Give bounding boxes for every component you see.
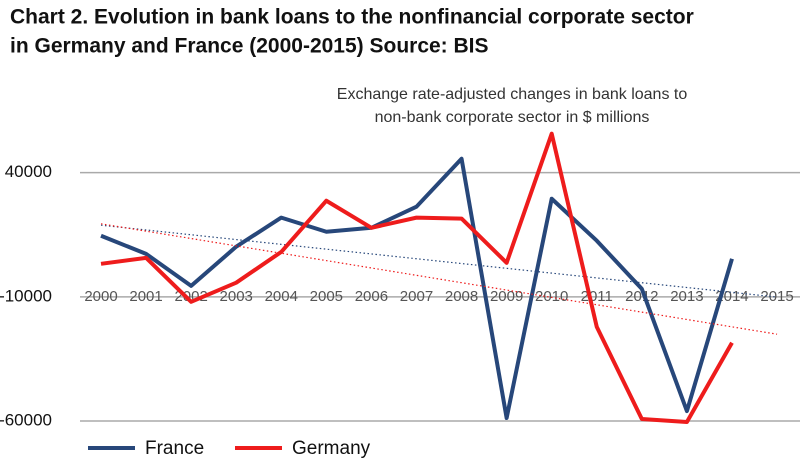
- x-tick-label: 2009: [490, 288, 523, 305]
- x-tick-label: 2008: [445, 288, 478, 305]
- x-tick-label: 2015: [760, 288, 793, 305]
- chart-title: Chart 2. Evolution in bank loans to the …: [10, 6, 694, 29]
- chart-title: in Germany and France (2000-2015) Source…: [10, 35, 489, 58]
- series-line: [100, 131, 734, 424]
- chart-subtitle: non-bank corporate sector in $ millions: [375, 109, 650, 126]
- y-tick-label: -60000: [0, 410, 52, 429]
- x-tick-label: 2001: [129, 288, 162, 305]
- trend-line: [100, 224, 778, 298]
- trend-line: [100, 223, 778, 335]
- x-tick-label: 2007: [400, 288, 433, 305]
- chart-subtitle: Exchange rate-adjusted changes in bank l…: [337, 86, 688, 103]
- series-line: [100, 156, 734, 421]
- y-tick-label: -10000: [0, 286, 52, 305]
- x-tick-label: 2011: [581, 288, 613, 305]
- x-tick-label: 2012: [625, 288, 658, 305]
- x-tick-label: 2003: [220, 288, 253, 305]
- x-tick-label: 2005: [310, 288, 343, 305]
- x-tick-label: 2000: [84, 288, 117, 305]
- y-tick-label: 40000: [5, 162, 52, 181]
- x-tick-label: 2010: [535, 288, 568, 305]
- legend-label: Germany: [292, 438, 371, 459]
- x-tick-label: 2006: [355, 288, 388, 305]
- legend-label: France: [145, 438, 204, 459]
- x-tick-label: 2013: [670, 288, 703, 305]
- x-tick-label: 2004: [265, 288, 298, 305]
